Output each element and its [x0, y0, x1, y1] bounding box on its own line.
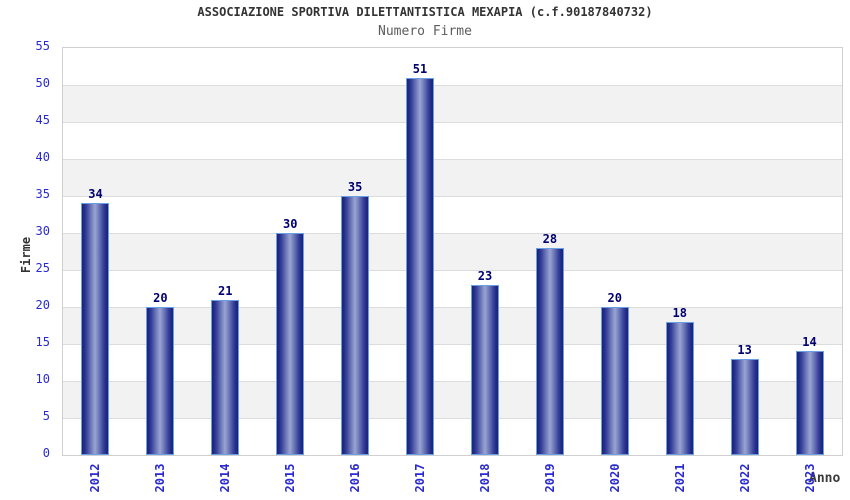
grid-band: [63, 344, 842, 381]
x-tick-label: 2013: [153, 463, 168, 493]
grid-band: [63, 159, 842, 196]
grid-band: [63, 85, 842, 122]
grid-band: [63, 48, 842, 85]
bar-value-label: 14: [802, 335, 817, 350]
grid-band: [63, 307, 842, 344]
grid-band: [63, 196, 842, 233]
bar: [665, 321, 694, 455]
y-tick-label: 30: [35, 224, 50, 238]
y-tick-label: 45: [35, 113, 50, 127]
x-tick-label: 2019: [542, 463, 557, 493]
y-tick-label: 35: [35, 187, 50, 201]
bar: [600, 307, 629, 455]
y-tick-label: 15: [35, 335, 50, 349]
bar-value-label: 34: [88, 187, 103, 202]
chart-title: ASSOCIAZIONE SPORTIVA DILETTANTISTICA ME…: [197, 5, 653, 19]
x-tick-label: 2018: [477, 463, 492, 493]
bar: [211, 299, 240, 455]
bar-value-label: 20: [607, 291, 622, 305]
grid-band: [63, 270, 842, 307]
y-tick-label: 0: [42, 446, 50, 460]
x-tick-label: 2023: [802, 463, 817, 493]
bar: [146, 307, 175, 455]
grid-band: [63, 418, 842, 455]
bar-value-label: 23: [477, 268, 493, 283]
y-tick-label: 55: [35, 39, 50, 53]
y-tick-label: 5: [42, 409, 50, 423]
x-tick-label: 2014: [218, 463, 233, 493]
bar: [470, 284, 499, 455]
x-tick-label: 2017: [413, 463, 428, 493]
bar-value-label: 51: [412, 61, 428, 76]
x-axis-title: Anno: [809, 471, 841, 486]
chart-subtitle: Numero Firme: [378, 24, 472, 39]
grid-band: [63, 233, 842, 270]
x-tick-label: 2015: [283, 463, 298, 493]
bar-value-label: 28: [542, 231, 558, 246]
bar: [276, 233, 305, 455]
bar-value-label: 18: [672, 305, 687, 320]
x-tick-label: 2021: [672, 463, 687, 493]
bar-value-label: 21: [218, 283, 233, 298]
y-tick-label: 20: [35, 298, 50, 312]
bar: [341, 196, 370, 455]
bar: [81, 203, 110, 455]
bar: [730, 358, 759, 455]
y-tick-label: 50: [35, 76, 50, 90]
bar-value-label: 20: [153, 291, 168, 305]
bar: [406, 77, 435, 455]
grid-band: [63, 381, 842, 418]
bar: [535, 247, 564, 455]
bar-value-label: 35: [347, 180, 363, 194]
x-tick-label: 2022: [737, 463, 752, 493]
bar: [795, 351, 824, 455]
grid-band: [63, 122, 842, 159]
y-tick-label: 10: [35, 372, 50, 386]
x-tick-label: 2016: [348, 463, 363, 493]
y-tick-label: 25: [35, 261, 50, 275]
y-tick-label: 40: [35, 150, 50, 164]
x-tick-label: 2012: [88, 463, 103, 493]
x-tick-label: 2020: [607, 463, 622, 493]
plot-area: 34 20 21 30 35 51 23 28 20 18 13 14: [62, 47, 843, 456]
bar-value-label: 13: [737, 342, 752, 357]
bar-value-label: 30: [282, 217, 298, 231]
